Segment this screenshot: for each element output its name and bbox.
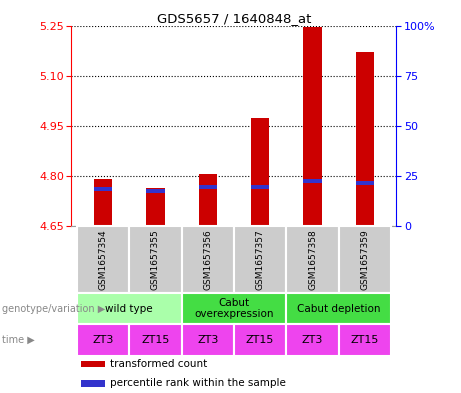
Bar xyxy=(356,51,374,226)
Text: Cabut depletion: Cabut depletion xyxy=(297,303,380,314)
Text: wild type: wild type xyxy=(105,303,153,314)
Text: ZT15: ZT15 xyxy=(141,335,170,345)
Bar xyxy=(81,360,105,367)
Text: GSM1657356: GSM1657356 xyxy=(203,229,212,290)
Bar xyxy=(129,226,182,293)
Bar xyxy=(339,226,391,293)
Bar xyxy=(199,174,217,226)
Bar xyxy=(234,324,286,356)
Bar xyxy=(286,293,391,324)
Bar xyxy=(356,181,374,185)
Bar xyxy=(146,189,165,193)
Text: GSM1657355: GSM1657355 xyxy=(151,229,160,290)
Text: ZT15: ZT15 xyxy=(246,335,274,345)
Text: GDS5657 / 1640848_at: GDS5657 / 1640848_at xyxy=(157,12,311,25)
Text: ZT3: ZT3 xyxy=(302,335,323,345)
Bar xyxy=(286,226,339,293)
Bar xyxy=(77,293,182,324)
Text: GSM1657359: GSM1657359 xyxy=(361,229,370,290)
Text: ZT15: ZT15 xyxy=(351,335,379,345)
Bar xyxy=(303,27,322,226)
Bar xyxy=(182,226,234,293)
Bar xyxy=(77,226,129,293)
Bar xyxy=(129,324,182,356)
Bar xyxy=(81,380,105,387)
Bar xyxy=(251,118,269,226)
Bar xyxy=(146,187,165,226)
Text: GSM1657354: GSM1657354 xyxy=(98,229,107,290)
Bar xyxy=(77,324,129,356)
Bar xyxy=(94,179,112,226)
Bar xyxy=(303,179,322,183)
Bar xyxy=(286,324,339,356)
Text: GSM1657357: GSM1657357 xyxy=(256,229,265,290)
Text: time ▶: time ▶ xyxy=(2,335,35,345)
Bar xyxy=(182,324,234,356)
Text: ZT3: ZT3 xyxy=(197,335,219,345)
Text: transformed count: transformed count xyxy=(111,359,208,369)
Text: percentile rank within the sample: percentile rank within the sample xyxy=(111,378,286,388)
Text: Cabut
overexpression: Cabut overexpression xyxy=(194,298,274,319)
Text: GSM1657358: GSM1657358 xyxy=(308,229,317,290)
Bar xyxy=(339,324,391,356)
Text: genotype/variation ▶: genotype/variation ▶ xyxy=(2,303,106,314)
Text: ZT3: ZT3 xyxy=(92,335,113,345)
Bar xyxy=(94,187,112,191)
Bar xyxy=(234,226,286,293)
Bar xyxy=(199,185,217,189)
Bar xyxy=(251,185,269,189)
Bar xyxy=(182,293,286,324)
